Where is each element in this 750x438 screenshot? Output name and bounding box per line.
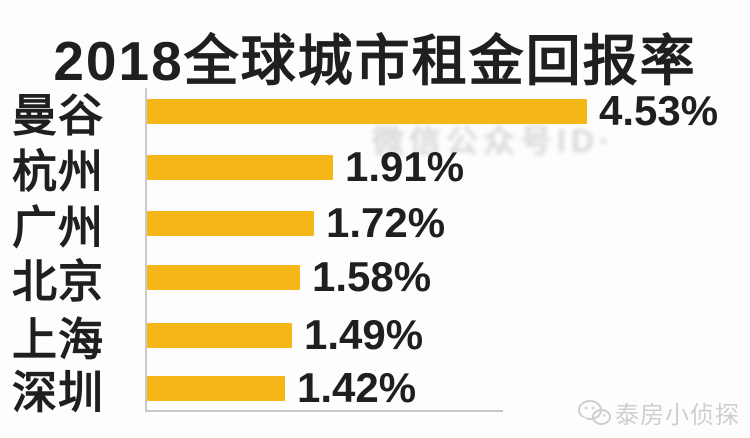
chart-title: 2018全球城市租金回报率 (53, 30, 697, 92)
bar (147, 264, 300, 290)
city-label: 广州 (12, 201, 105, 253)
watermark-logo-text: 泰房小侦探 (615, 402, 740, 429)
value-label: 4.53% (599, 87, 719, 134)
bar-row: 深圳 1.42% (0, 361, 750, 418)
wechat-icon (577, 399, 611, 427)
value-label: 1.49% (304, 311, 424, 358)
bar-row: 杭州 1.91% (0, 140, 750, 197)
bar-row: 曼谷 4.53% (0, 84, 750, 141)
bar (147, 375, 285, 401)
city-label: 深圳 (12, 366, 105, 418)
bar-row: 上海 1.49% (0, 308, 750, 365)
bar (147, 98, 587, 124)
value-label: 1.42% (297, 364, 417, 411)
bar-row: 北京 1.58% (0, 250, 750, 307)
city-label: 曼谷 (12, 89, 105, 141)
city-label: 杭州 (12, 145, 105, 197)
watermark-logo: 泰房小侦探 (577, 395, 740, 430)
bar (147, 210, 314, 236)
value-label: 1.72% (326, 199, 446, 246)
bar (147, 322, 292, 348)
bar-row: 广州 1.72% (0, 196, 750, 253)
x-axis-line (145, 410, 503, 412)
y-axis-line (145, 88, 147, 411)
value-label: 1.58% (312, 253, 432, 300)
value-label: 1.91% (345, 143, 465, 190)
city-label: 上海 (12, 313, 105, 365)
bar (147, 154, 333, 180)
city-label: 北京 (12, 255, 105, 307)
watermark-center-text: 微信公众号ID· (372, 123, 615, 159)
